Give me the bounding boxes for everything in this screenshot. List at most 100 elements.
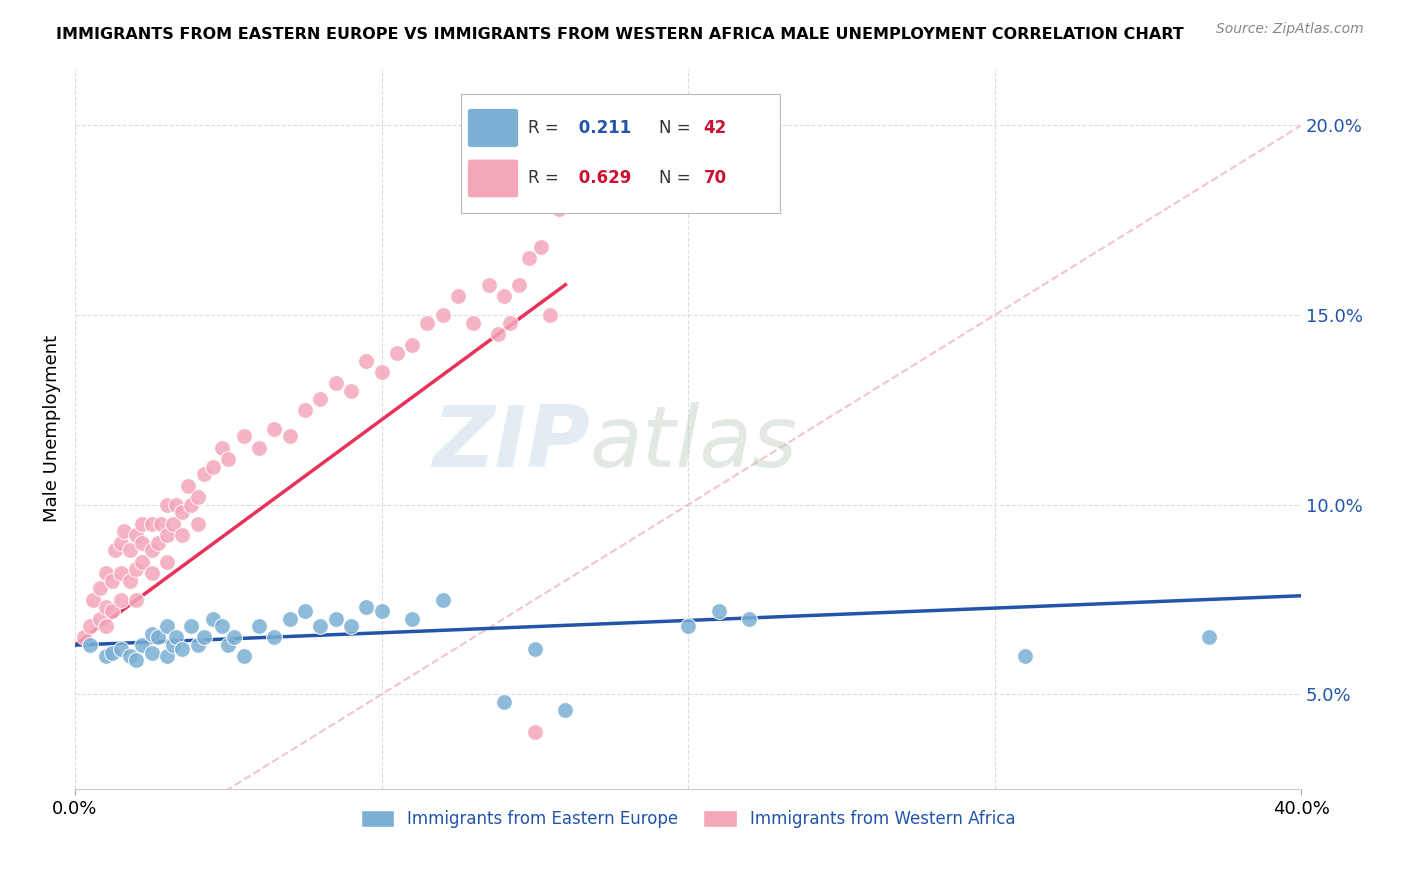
Point — [309, 392, 332, 406]
Point — [707, 604, 730, 618]
Point — [141, 626, 163, 640]
Point — [112, 524, 135, 539]
Point — [131, 555, 153, 569]
Point — [162, 516, 184, 531]
Point — [101, 604, 124, 618]
Point — [232, 429, 254, 443]
Point — [125, 592, 148, 607]
Point — [738, 611, 761, 625]
Point — [211, 441, 233, 455]
Text: atlas: atlas — [591, 401, 799, 484]
Point — [120, 543, 142, 558]
Point — [401, 611, 423, 625]
Point — [120, 649, 142, 664]
Point — [201, 459, 224, 474]
Point — [278, 429, 301, 443]
Point — [385, 346, 408, 360]
Point — [125, 528, 148, 542]
Point — [370, 604, 392, 618]
Point — [120, 574, 142, 588]
Point — [180, 619, 202, 633]
Point — [165, 631, 187, 645]
Point — [156, 498, 179, 512]
Point — [211, 619, 233, 633]
Point — [146, 631, 169, 645]
Point — [141, 543, 163, 558]
Point — [463, 316, 485, 330]
Point — [325, 611, 347, 625]
Point — [73, 631, 96, 645]
Point — [101, 646, 124, 660]
Point — [187, 516, 209, 531]
Text: IMMIGRANTS FROM EASTERN EUROPE VS IMMIGRANTS FROM WESTERN AFRICA MALE UNEMPLOYME: IMMIGRANTS FROM EASTERN EUROPE VS IMMIGR… — [56, 27, 1184, 42]
Point — [530, 240, 553, 254]
Point — [499, 316, 522, 330]
Legend: Immigrants from Eastern Europe, Immigrants from Western Africa: Immigrants from Eastern Europe, Immigran… — [354, 804, 1022, 835]
Point — [165, 498, 187, 512]
Point — [340, 619, 363, 633]
Point — [104, 543, 127, 558]
Point — [247, 619, 270, 633]
Point — [548, 202, 571, 216]
Point — [94, 600, 117, 615]
Point — [131, 516, 153, 531]
Point — [354, 353, 377, 368]
Point — [141, 646, 163, 660]
Point — [94, 619, 117, 633]
Point — [146, 535, 169, 549]
Point — [193, 467, 215, 482]
Point — [523, 641, 546, 656]
Point — [172, 528, 194, 542]
Point — [110, 566, 132, 580]
Point — [89, 581, 111, 595]
Point — [156, 528, 179, 542]
Point — [177, 479, 200, 493]
Point — [1014, 649, 1036, 664]
Point — [508, 277, 530, 292]
Point — [294, 604, 316, 618]
Point — [101, 574, 124, 588]
Point — [110, 535, 132, 549]
Point — [94, 649, 117, 664]
Text: ZIP: ZIP — [432, 401, 591, 484]
Point — [478, 277, 501, 292]
Point — [263, 631, 285, 645]
Point — [278, 611, 301, 625]
Point — [263, 422, 285, 436]
Point — [1198, 631, 1220, 645]
Point — [340, 384, 363, 398]
Point — [172, 505, 194, 519]
Point — [554, 702, 576, 716]
Point — [82, 592, 104, 607]
Point — [156, 649, 179, 664]
Point — [141, 566, 163, 580]
Text: Source: ZipAtlas.com: Source: ZipAtlas.com — [1216, 22, 1364, 37]
Point — [110, 592, 132, 607]
Point — [217, 452, 239, 467]
Point — [187, 638, 209, 652]
Point — [94, 566, 117, 580]
Point — [494, 289, 516, 303]
Point — [354, 600, 377, 615]
Point — [486, 326, 509, 341]
Point — [79, 619, 101, 633]
Y-axis label: Male Unemployment: Male Unemployment — [44, 335, 60, 523]
Point — [217, 638, 239, 652]
Point — [131, 535, 153, 549]
Point — [187, 490, 209, 504]
Point — [193, 631, 215, 645]
Point — [172, 641, 194, 656]
Point — [554, 137, 576, 152]
Point — [141, 516, 163, 531]
Point — [494, 695, 516, 709]
Point — [79, 638, 101, 652]
Point — [180, 498, 202, 512]
Point — [523, 725, 546, 739]
Point — [247, 441, 270, 455]
Point — [125, 562, 148, 576]
Point — [162, 638, 184, 652]
Point — [149, 516, 172, 531]
Point — [201, 611, 224, 625]
Point — [325, 376, 347, 391]
Point — [370, 365, 392, 379]
